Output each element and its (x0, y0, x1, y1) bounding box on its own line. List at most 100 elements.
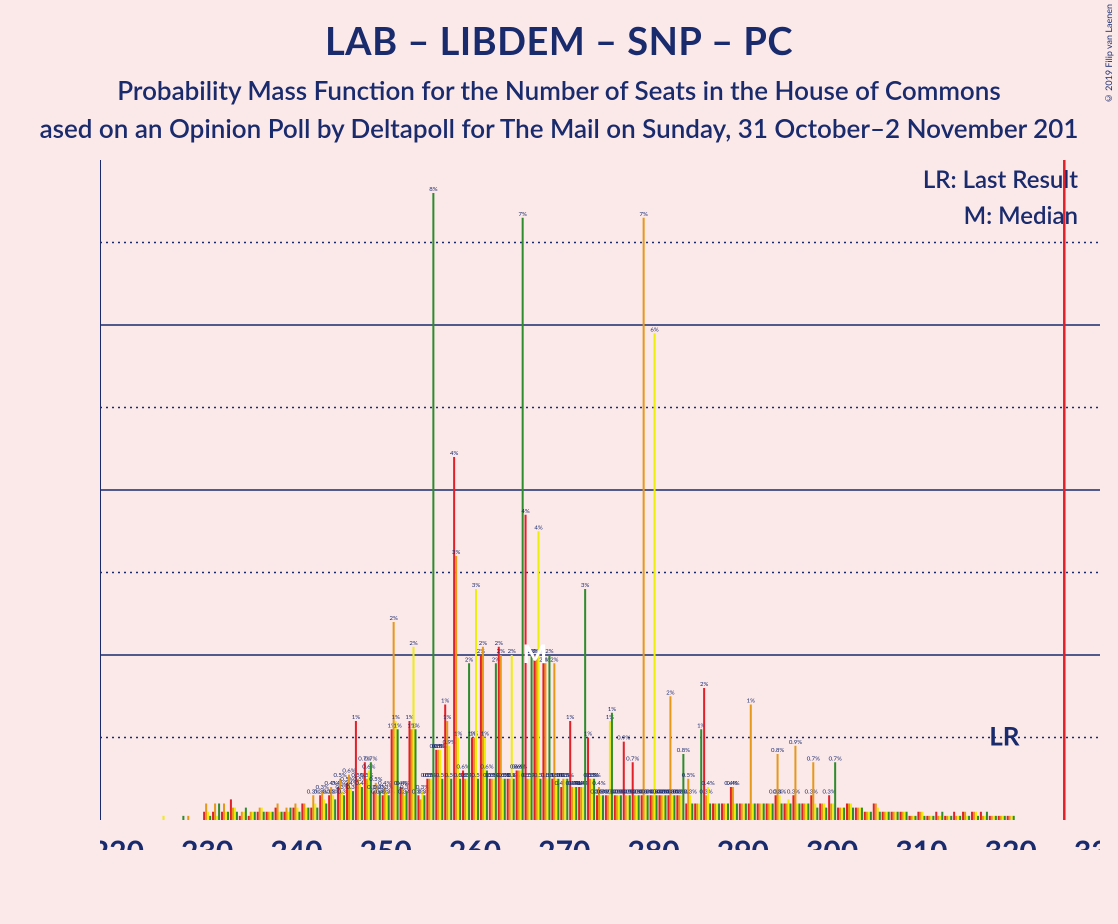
bar (712, 804, 714, 821)
bar (891, 812, 893, 820)
bar (923, 816, 925, 820)
bar (182, 816, 184, 820)
bar (518, 771, 520, 821)
bar (1000, 816, 1002, 820)
title-main: LAB – LIBDEM – SNP – PC (0, 18, 1118, 64)
bar (788, 799, 790, 820)
bar (507, 779, 509, 820)
bar (388, 795, 390, 820)
bar-label: 1% (394, 722, 402, 729)
bar (748, 804, 750, 821)
bar (852, 808, 854, 820)
bar (736, 804, 738, 821)
bar (225, 812, 227, 820)
bar (841, 808, 843, 820)
bar (777, 754, 779, 820)
bar (716, 804, 718, 821)
bar (839, 808, 841, 820)
bar (964, 812, 966, 820)
bar (634, 795, 636, 820)
bar-label: 2% (700, 681, 708, 688)
bar (968, 816, 970, 820)
bar (218, 804, 220, 821)
bar (580, 787, 582, 820)
bar-label: 0.3% (773, 788, 786, 795)
bar (714, 804, 716, 821)
bar (730, 787, 732, 820)
bar (391, 729, 393, 820)
bar (1011, 816, 1013, 820)
bar-label: 4% (521, 508, 529, 515)
bar-label: 0.7% (626, 755, 639, 762)
bar (285, 808, 287, 820)
bar (410, 729, 412, 820)
bar (529, 779, 531, 820)
bar (807, 804, 809, 821)
bar (323, 799, 325, 820)
bar-label: 0.3% (700, 788, 713, 795)
bar (669, 696, 671, 820)
bar (656, 795, 658, 820)
bar (272, 812, 274, 820)
bar (877, 808, 879, 820)
bar-label: 2% (495, 640, 503, 647)
bar-label: 0.4% (592, 780, 605, 787)
bar (355, 721, 357, 820)
bar (837, 808, 839, 820)
bar (312, 795, 314, 820)
x-tick-label: 230 (181, 833, 233, 850)
bar (948, 816, 950, 820)
bar-label: 1% (454, 731, 462, 738)
bar (757, 804, 759, 821)
bar (946, 816, 948, 820)
bar (611, 713, 613, 820)
bar (316, 808, 318, 820)
bar-label: 2% (508, 648, 516, 655)
bar (654, 333, 656, 820)
bar (660, 795, 662, 820)
bar (609, 721, 611, 820)
bar-label: 0.5% (561, 772, 574, 779)
bar (893, 812, 895, 820)
bar (498, 647, 500, 820)
bar (796, 804, 798, 821)
bar (393, 622, 395, 820)
bar (379, 791, 381, 820)
bar-label: 4% (450, 450, 458, 457)
bar (437, 750, 439, 820)
bar (319, 795, 321, 820)
bar (875, 804, 877, 821)
bar (741, 804, 743, 821)
bar (314, 804, 316, 821)
x-tick-label: 260 (449, 833, 501, 850)
bar (457, 738, 459, 821)
bar (281, 812, 283, 820)
x-tick-label: 240 (270, 833, 322, 850)
bar (814, 804, 816, 821)
bar (857, 808, 859, 820)
bar (763, 804, 765, 821)
bar (207, 812, 209, 820)
x-tick-label: 330 (1074, 833, 1100, 850)
bar (732, 787, 734, 820)
bar (935, 812, 937, 820)
bar (873, 804, 875, 821)
bar (864, 812, 866, 820)
pmf-chart: 2%4%6%2202302402502602702802903003103203… (100, 160, 1100, 850)
bar (221, 812, 223, 820)
bar (650, 795, 652, 820)
bar (645, 795, 647, 820)
bar (785, 804, 787, 821)
bar (239, 816, 241, 820)
bar (511, 655, 513, 820)
bar (277, 804, 279, 821)
bar (607, 795, 609, 820)
bar (832, 804, 834, 821)
bar (913, 816, 915, 820)
bar (910, 816, 912, 820)
bar (439, 750, 441, 820)
bar (805, 804, 807, 821)
bar (627, 795, 629, 820)
bar-label: 0.3% (684, 788, 697, 795)
bar-label: 0.8% (771, 747, 784, 754)
